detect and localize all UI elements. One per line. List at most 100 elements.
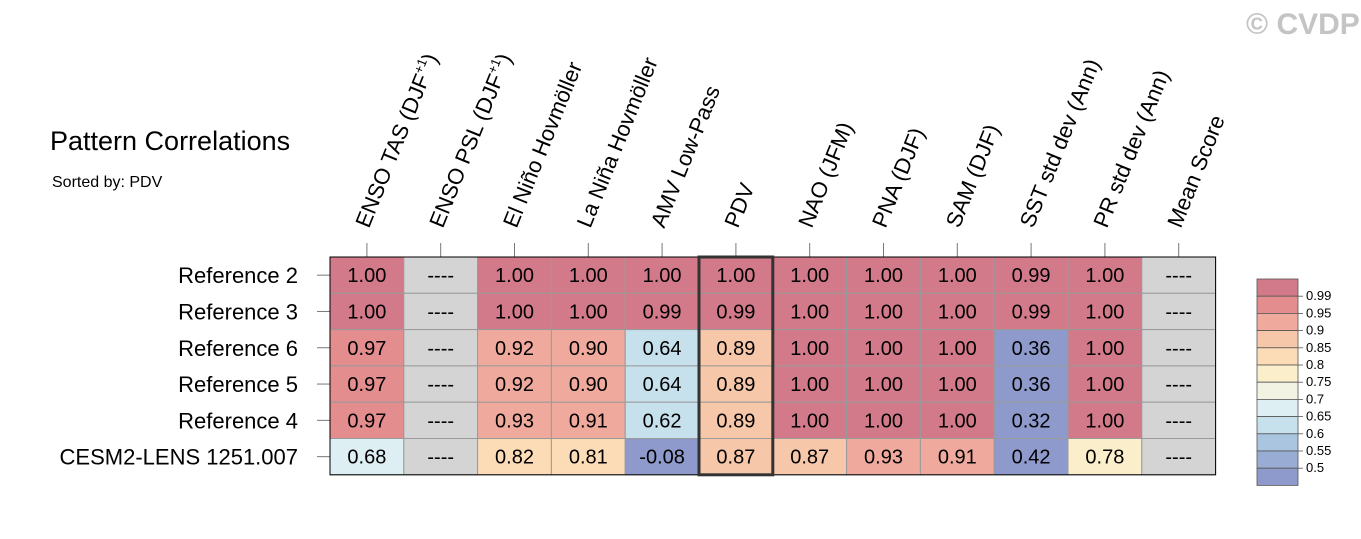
heatmap-cell <box>477 292 552 331</box>
cell-value-label: 1.00 <box>938 301 977 323</box>
heatmap-cell <box>329 401 405 440</box>
heatmap-cell <box>329 292 405 331</box>
colorbar-label: 0.55 <box>1306 443 1331 458</box>
cell-value-label: ---- <box>427 447 454 469</box>
cell-value-label: 0.93 <box>495 410 534 432</box>
colorbar-label: 0.95 <box>1306 305 1331 320</box>
cell-value-label: 0.32 <box>1012 410 1051 432</box>
cell-value-label: 0.62 <box>643 410 682 432</box>
cell-value-label: 1.00 <box>1085 374 1124 396</box>
cell-value-label: ---- <box>427 374 454 396</box>
cell-value-label: 1.00 <box>938 374 977 396</box>
cell-value-label: 0.92 <box>495 374 534 396</box>
cell-value-label: 1.00 <box>790 265 829 287</box>
heatmap-cell <box>477 365 552 403</box>
cell-value-label: ---- <box>1165 374 1192 396</box>
row-label: Reference 3 <box>178 299 298 324</box>
cell-value-label: 0.90 <box>569 338 608 360</box>
column-header: PR std dev (Ann) <box>1088 66 1174 231</box>
heatmap-cell <box>1141 401 1217 440</box>
heatmap-cell <box>846 401 921 440</box>
heatmap-cell <box>1141 292 1217 331</box>
heatmap-cell <box>1141 329 1217 367</box>
column-header: NAO (JFM) <box>793 118 858 230</box>
heatmap-cell <box>993 438 1069 476</box>
heatmap-cell <box>772 401 848 440</box>
column-header: El Niño Hovmöller <box>498 58 587 231</box>
colorbar-swatch <box>1256 381 1299 400</box>
column-header: PDV <box>719 179 759 231</box>
cell-value-label: ---- <box>427 301 454 323</box>
cell-value-label: ---- <box>427 338 454 360</box>
cell-value-label: 1.00 <box>569 301 608 323</box>
cell-value-label: 1.00 <box>790 301 829 323</box>
row-label: Reference 5 <box>178 372 298 397</box>
cell-value-label: ---- <box>427 410 454 432</box>
heatmap-cell <box>403 438 479 476</box>
cell-value-label: 1.00 <box>569 265 608 287</box>
heatmap-cell <box>846 292 921 331</box>
cell-value-label: 1.00 <box>938 338 977 360</box>
cell-value-label: ---- <box>1165 447 1192 469</box>
cell-value-label: 1.00 <box>938 410 977 432</box>
cell-value-label: 0.97 <box>347 338 386 360</box>
cell-value-label: ---- <box>1165 301 1192 323</box>
colorbar-label: 0.99 <box>1306 288 1331 303</box>
cell-value-label: 0.36 <box>1012 338 1051 360</box>
column-header: AMV Low-Pass <box>646 82 726 231</box>
cell-value-label: -0.08 <box>639 447 685 469</box>
colorbar-label: 0.9 <box>1306 323 1324 338</box>
heatmap-cell <box>1067 292 1143 331</box>
cell-value-label: 1.00 <box>1085 338 1124 360</box>
colorbar-swatch <box>1256 364 1299 383</box>
cell-value-label: 0.90 <box>569 374 608 396</box>
heatmap-cell <box>1067 329 1143 367</box>
row-label: Reference 2 <box>178 263 298 288</box>
chart-title: Pattern Correlations <box>50 126 291 156</box>
cell-value-label: 1.00 <box>1085 410 1124 432</box>
cell-value-label: 1.00 <box>1085 265 1124 287</box>
cell-value-label: 0.82 <box>495 447 534 469</box>
colorbar-label: 0.7 <box>1306 391 1324 406</box>
column-header: La Niña Hovmöller <box>572 54 663 231</box>
cell-value-label: 0.64 <box>643 374 682 396</box>
colorbar-label: 0.6 <box>1306 426 1324 441</box>
heatmap-cell <box>846 329 921 367</box>
cell-value-label: 0.68 <box>347 447 386 469</box>
heatmap-cell <box>993 292 1069 331</box>
colorbar-swatch <box>1256 467 1299 486</box>
heatmap-cell <box>550 365 626 403</box>
colorbar-swatch <box>1256 295 1299 314</box>
cell-value-label: 0.78 <box>1085 447 1124 469</box>
heatmap-cell <box>698 365 774 403</box>
row-label: Reference 4 <box>178 408 298 433</box>
column-header: ENSO PSL (DJF+1) <box>423 49 516 230</box>
heatmap-cell <box>1141 365 1217 403</box>
heatmap-cell <box>550 401 626 440</box>
heatmap-cell <box>772 365 848 403</box>
cell-value-label: 0.89 <box>716 374 755 396</box>
column-header: ENSO TAS (DJF+1) <box>349 49 442 230</box>
cell-value-label: 1.00 <box>790 338 829 360</box>
cell-value-label: 1.00 <box>864 265 903 287</box>
highlighted-column-frame <box>697 255 775 477</box>
heatmap-cell <box>550 438 626 476</box>
colorbar-swatch <box>1256 347 1299 366</box>
cell-value-label: 1.00 <box>347 265 386 287</box>
colorbar-swatch <box>1256 433 1299 452</box>
heatmap-cell <box>1067 438 1143 476</box>
colorbar-swatch <box>1256 330 1299 349</box>
heatmap-cell <box>550 256 626 294</box>
cell-value-label: 1.00 <box>495 265 534 287</box>
colorbar-label: 0.75 <box>1306 374 1331 389</box>
cell-value-label: 0.99 <box>643 301 682 323</box>
heatmap-cell <box>624 292 700 331</box>
row-label: CESM2-LENS 1251.007 <box>60 445 298 470</box>
heatmap-cell <box>403 329 479 367</box>
heatmap-cell <box>624 329 700 367</box>
colorbar-swatch <box>1256 278 1299 297</box>
credit-watermark: © CVDP <box>1246 8 1360 41</box>
cell-value-label: 1.00 <box>864 301 903 323</box>
heatmap-cell <box>919 292 995 331</box>
